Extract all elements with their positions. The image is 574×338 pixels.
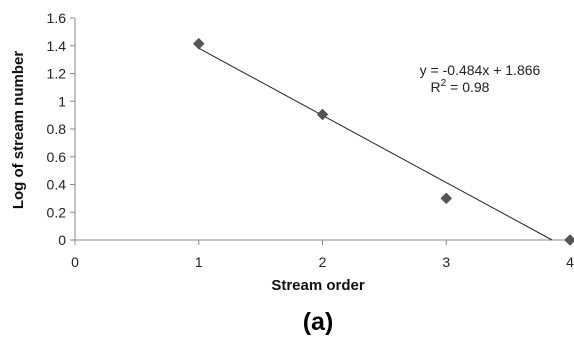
x-tick-labels: 0 1 2 3 4 (71, 254, 574, 270)
r-squared-label: R2 = 0.98 (431, 78, 490, 95)
axes (70, 17, 571, 245)
y-axis-title: Log of stream number (10, 51, 27, 210)
figure-caption: (a) (303, 308, 334, 336)
x-tick-label: 0 (71, 254, 79, 270)
x-tick-label: 1 (195, 254, 203, 270)
y-tick-label: 1.2 (47, 66, 67, 82)
y-tick-label: 0.8 (47, 121, 67, 137)
data-point (564, 234, 574, 246)
y-tick-label: 0.6 (47, 149, 67, 165)
y-tick-labels: 0 0.2 0.4 0.6 0.8 1 1.2 1.4 1.6 (47, 10, 67, 248)
y-tick-label: 1.4 (47, 38, 67, 54)
y-tick-label: 0.2 (47, 204, 67, 220)
data-point (192, 37, 205, 50)
x-tick-label: 2 (319, 254, 327, 270)
data-point (440, 192, 453, 205)
x-tick-label: 4 (566, 254, 574, 270)
y-tick-label: 1.6 (47, 10, 67, 26)
y-tick-label: 0 (58, 232, 66, 248)
trendline (198, 47, 553, 241)
x-axis-title: Stream order (271, 277, 365, 294)
y-tick-label: 1 (58, 93, 66, 109)
y-tick-label: 0.4 (47, 177, 67, 193)
equation-label: y = -0.484x + 1.866 (420, 62, 541, 78)
x-tick-label: 3 (442, 254, 450, 270)
data-point (316, 108, 329, 121)
